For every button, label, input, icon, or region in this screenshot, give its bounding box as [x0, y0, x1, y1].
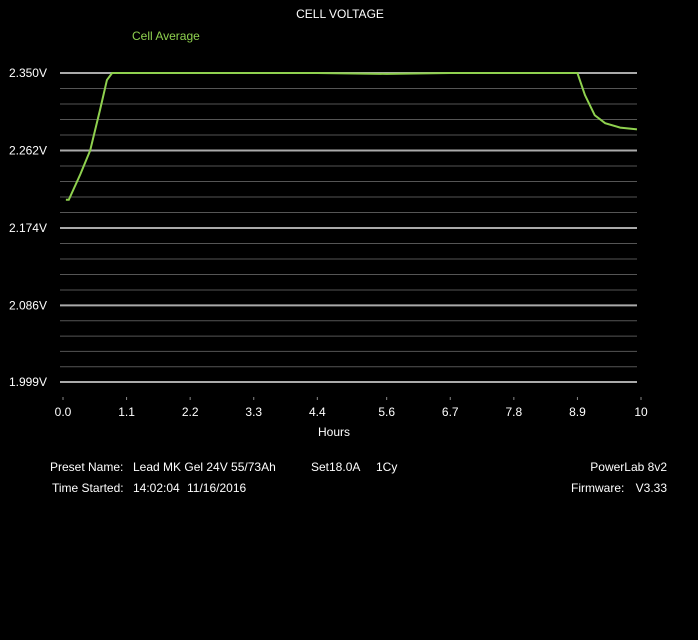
x-tick-label: 3.3 — [245, 405, 262, 419]
y-tick-label: 2.350V — [9, 66, 47, 80]
y-tick-label: 1.999V — [9, 375, 47, 389]
info-label: Preset Name: — [50, 460, 123, 474]
x-tick-label: 4.4 — [309, 405, 326, 419]
x-tick-label: 0.0 — [55, 405, 72, 419]
y-tick-label: 2.174V — [9, 221, 47, 235]
x-tick-label: 8.9 — [569, 405, 586, 419]
series-line — [65, 72, 638, 201]
chart-title: CELL VOLTAGE — [296, 7, 384, 21]
info-value: 14:02:04 — [133, 481, 180, 495]
x-tick-label: 1.1 — [118, 405, 135, 419]
legend-label: Cell Average — [132, 29, 200, 43]
info-value: 11/16/2016 — [187, 481, 246, 495]
info-label: Firmware: — [571, 481, 624, 495]
x-tick-label: 10 — [634, 405, 648, 419]
x-tick-label: 7.8 — [505, 405, 522, 419]
x-tick-label: 2.2 — [182, 405, 199, 419]
info-value: 1Cy — [376, 460, 397, 474]
info-value: Set18.0A — [311, 460, 360, 474]
info-value: PowerLab 8v2 — [590, 460, 667, 474]
y-tick-label: 2.262V — [9, 144, 47, 158]
x-tick-label: 5.6 — [378, 405, 395, 419]
info-value: V3.33 — [636, 481, 668, 495]
x-tick-label: 6.7 — [442, 405, 459, 419]
y-tick-label: 2.086V — [9, 299, 47, 313]
x-axis-label: Hours — [318, 425, 350, 439]
info-value: Lead MK Gel 24V 55/73Ah — [133, 460, 276, 474]
info-label: Time Started: — [52, 481, 124, 495]
